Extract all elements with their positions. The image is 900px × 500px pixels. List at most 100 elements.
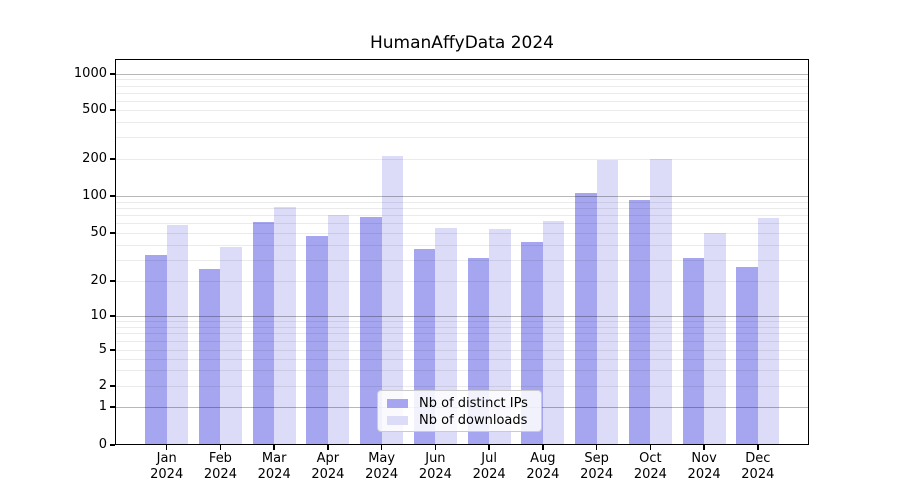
x-tick-mark bbox=[757, 445, 759, 450]
minor-gridline bbox=[115, 333, 809, 335]
y-tick-mark bbox=[110, 280, 115, 282]
minor-gridline bbox=[115, 281, 809, 282]
bar-downloads bbox=[381, 156, 404, 445]
minor-gridline bbox=[115, 92, 809, 94]
major-gridline bbox=[115, 316, 809, 317]
minor-gridline bbox=[115, 79, 809, 81]
y-tick-mark bbox=[110, 195, 115, 197]
minor-gridline bbox=[115, 321, 809, 323]
minor-gridline bbox=[115, 159, 809, 160]
bar-downloads bbox=[757, 218, 780, 445]
legend-item: Nb of distinct IPs bbox=[387, 395, 533, 412]
y-tick-mark bbox=[110, 232, 115, 234]
minor-gridline bbox=[115, 207, 809, 209]
legend-item: Nb of downloads bbox=[387, 412, 533, 429]
bar-downloads bbox=[274, 206, 296, 445]
x-tick-mark bbox=[327, 445, 329, 450]
y-tick-mark bbox=[110, 406, 115, 408]
x-tick-mark bbox=[165, 445, 168, 450]
x-tick-label: Mar 2024 bbox=[257, 451, 291, 482]
x-tick-mark bbox=[380, 445, 383, 450]
x-tick-label: Sep 2024 bbox=[580, 451, 614, 482]
bar-distinct-ips bbox=[682, 258, 705, 445]
major-gridline bbox=[115, 196, 809, 197]
legend-label: Nb of distinct IPs bbox=[419, 395, 528, 411]
bar-downloads bbox=[596, 160, 619, 445]
y-tick-mark bbox=[110, 73, 115, 75]
bar-downloads bbox=[166, 225, 189, 445]
bar-distinct-ips bbox=[252, 221, 275, 445]
minor-gridline bbox=[115, 121, 809, 123]
legend-swatch-downloads bbox=[387, 416, 408, 425]
minor-gridline bbox=[115, 85, 809, 87]
plot-area: Nb of distinct IPs Nb of downloads bbox=[115, 59, 809, 445]
x-tick-label: Aug 2024 bbox=[526, 451, 560, 482]
y-tick-mark bbox=[110, 349, 115, 351]
x-tick-mark bbox=[703, 445, 705, 450]
x-tick-label: Jun 2024 bbox=[418, 451, 452, 482]
minor-gridline bbox=[115, 358, 809, 360]
x-tick-mark bbox=[434, 445, 437, 450]
x-tick-mark bbox=[649, 445, 652, 450]
y-tick-label: 5 bbox=[98, 342, 107, 357]
minor-gridline bbox=[115, 100, 809, 102]
minor-gridline bbox=[115, 341, 809, 343]
legend-label: Nb of downloads bbox=[419, 412, 528, 428]
x-tick-label: Jan 2024 bbox=[150, 451, 184, 482]
x-tick-label: Jul 2024 bbox=[472, 451, 506, 482]
bar-distinct-ips bbox=[575, 193, 597, 445]
y-tick-label: 200 bbox=[82, 151, 107, 166]
minor-gridline bbox=[115, 201, 809, 203]
y-tick-label: 50 bbox=[90, 225, 107, 240]
x-tick-mark bbox=[273, 445, 275, 450]
x-tick-label: Apr 2024 bbox=[311, 451, 345, 482]
x-tick-mark bbox=[542, 445, 544, 450]
y-tick-mark bbox=[110, 385, 115, 387]
y-tick-mark bbox=[110, 109, 115, 111]
y-tick-mark bbox=[110, 158, 115, 160]
minor-gridline bbox=[115, 223, 809, 225]
minor-gridline bbox=[115, 326, 809, 328]
y-tick-mark bbox=[110, 444, 115, 446]
y-tick-label: 500 bbox=[82, 102, 107, 117]
bar-distinct-ips bbox=[145, 254, 167, 445]
minor-gridline bbox=[115, 244, 809, 246]
bar-downloads bbox=[650, 159, 672, 445]
bar-downloads bbox=[704, 233, 726, 445]
y-tick-label: 2 bbox=[98, 378, 107, 393]
bar-distinct-ips bbox=[628, 200, 651, 445]
minor-gridline bbox=[115, 259, 809, 261]
chart-title: HumanAffyData 2024 bbox=[370, 33, 554, 53]
legend-swatch-distinct-ips bbox=[387, 399, 408, 408]
y-tick-label: 0 bbox=[98, 437, 107, 452]
minor-gridline bbox=[115, 110, 809, 111]
y-tick-label: 1 bbox=[98, 399, 107, 414]
legend: Nb of distinct IPs Nb of downloads bbox=[377, 390, 542, 432]
minor-gridline bbox=[115, 215, 809, 217]
minor-gridline bbox=[115, 350, 809, 351]
bar-downloads bbox=[542, 220, 565, 445]
x-tick-label: Dec 2024 bbox=[741, 451, 775, 482]
x-tick-mark bbox=[595, 445, 598, 450]
bar-distinct-ips bbox=[736, 267, 758, 445]
x-tick-mark bbox=[219, 445, 222, 450]
y-tick-mark bbox=[110, 315, 115, 317]
x-tick-label: May 2024 bbox=[365, 451, 399, 482]
y-tick-label: 10 bbox=[90, 308, 107, 323]
x-tick-mark bbox=[488, 445, 490, 450]
bar-distinct-ips bbox=[360, 216, 382, 445]
bar-distinct-ips bbox=[306, 236, 328, 445]
bar-distinct-ips bbox=[198, 269, 221, 445]
minor-gridline bbox=[115, 386, 809, 387]
bar-downloads bbox=[220, 247, 242, 445]
y-tick-label: 100 bbox=[82, 188, 107, 203]
y-tick-label: 1000 bbox=[73, 66, 107, 81]
x-tick-label: Oct 2024 bbox=[633, 451, 667, 482]
major-gridline bbox=[115, 74, 809, 75]
minor-gridline bbox=[115, 137, 809, 139]
y-tick-label: 20 bbox=[90, 273, 107, 288]
bar-downloads bbox=[327, 215, 350, 445]
minor-gridline bbox=[115, 233, 809, 234]
x-tick-label: Feb 2024 bbox=[203, 451, 237, 482]
